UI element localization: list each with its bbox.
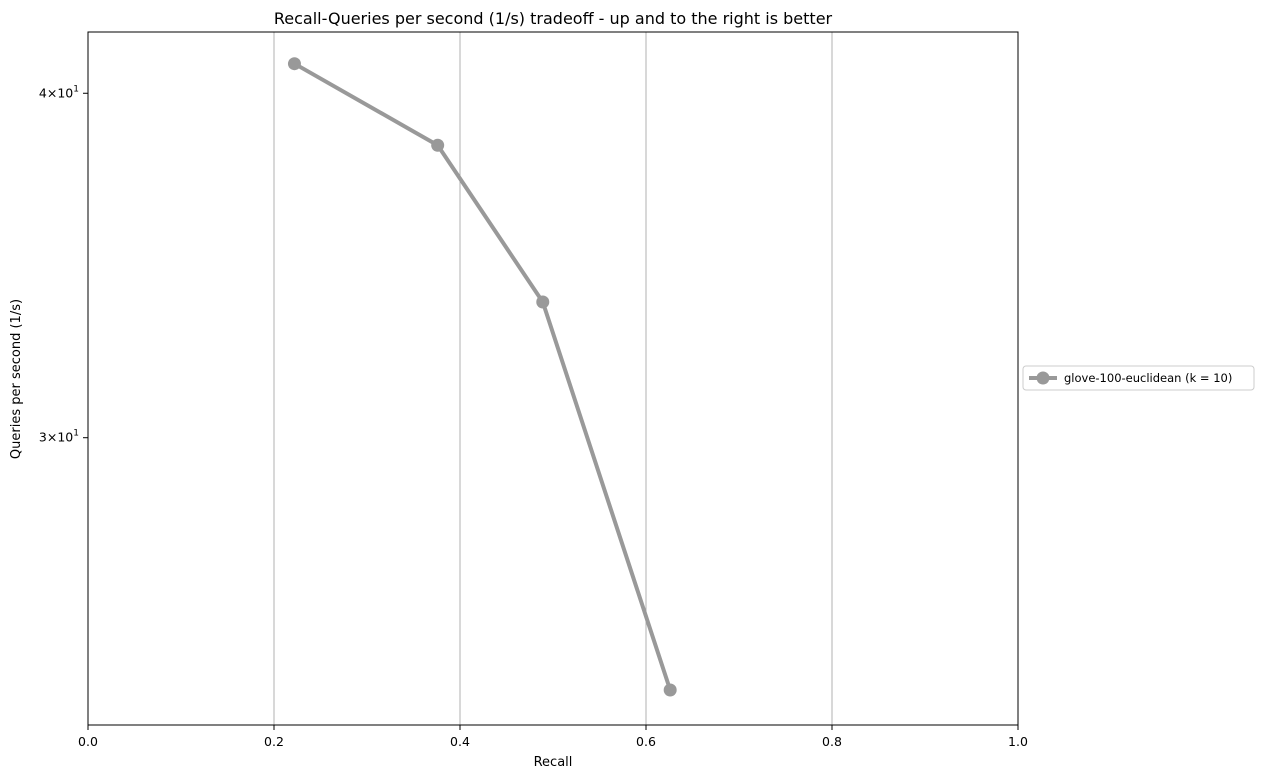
y-axis-label: Queries per second (1/s) bbox=[9, 299, 24, 459]
y-tick-label: 3×101 bbox=[39, 429, 79, 445]
legend-marker bbox=[1036, 371, 1050, 385]
y-tick-label-exponent: 1 bbox=[73, 429, 79, 439]
y-tick-label-base: 3×10 bbox=[39, 430, 73, 445]
chart-title: Recall-Queries per second (1/s) tradeoff… bbox=[274, 9, 833, 28]
x-axis-label: Recall bbox=[534, 755, 573, 770]
x-tick-label: 1.0 bbox=[1008, 734, 1028, 749]
data-point bbox=[431, 138, 445, 152]
x-tick-label: 0.6 bbox=[636, 734, 656, 749]
x-tick-label: 0.8 bbox=[822, 734, 842, 749]
data-point bbox=[536, 295, 550, 309]
legend: glove-100-euclidean (k = 10) bbox=[1022, 365, 1255, 391]
x-tick-label: 0.4 bbox=[450, 734, 470, 749]
legend-box bbox=[1022, 365, 1255, 391]
plot-frame bbox=[87, 31, 1019, 726]
x-axis-ticks: 0.0 0.2 0.4 0.6 0.8 1.0 bbox=[78, 725, 1028, 749]
data-point bbox=[663, 683, 677, 697]
legend-label: glove-100-euclidean (k = 10) bbox=[1064, 371, 1232, 385]
y-tick-label-exponent: 1 bbox=[73, 84, 79, 94]
y-tick-label-base: 4×10 bbox=[39, 85, 73, 100]
data-point bbox=[287, 57, 301, 71]
series-line bbox=[293, 61, 673, 691]
x-tick-label: 0.0 bbox=[78, 734, 98, 749]
plot-background bbox=[88, 32, 1018, 725]
x-tick-label: 0.2 bbox=[264, 734, 284, 749]
grid-layer bbox=[273, 32, 833, 725]
series-layer bbox=[287, 57, 677, 697]
y-tick-label: 4×101 bbox=[39, 84, 79, 100]
